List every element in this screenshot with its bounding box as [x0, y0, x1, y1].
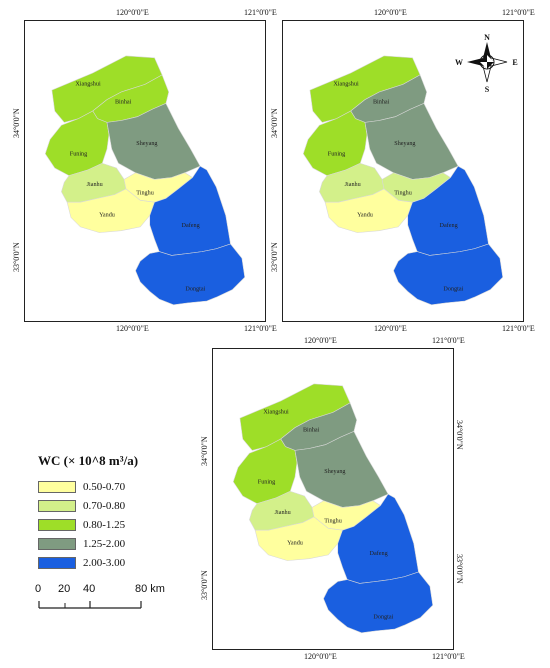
county-label-jianhu: Jianhu: [275, 510, 291, 516]
county-label-funing: Funing: [258, 480, 275, 486]
county-label-sheyang: Sheyang: [136, 141, 157, 147]
legend-swatch: [38, 538, 76, 550]
legend-swatch: [38, 500, 76, 512]
county-dongtai: [323, 571, 434, 634]
legend: WC (× 10^8 m³/a) 0.50-0.70 0.70-0.80 0.8…: [38, 453, 188, 574]
county-label-xiangshui: Xiangshui: [263, 409, 289, 415]
legend-swatch: [38, 519, 76, 531]
legend-title: WC (× 10^8 m³/a): [38, 453, 139, 468]
legend-label: 0.70-0.80: [83, 500, 126, 512]
legend-item: 0.80-1.25: [38, 517, 188, 533]
compass-letter-e: E: [512, 58, 517, 67]
county-label-binhai: Binhai: [303, 427, 320, 433]
legend-item: 0.50-0.70: [38, 479, 188, 495]
legend-item: 2.00-3.00: [38, 555, 188, 571]
scale-bar: 0 20 40 80 km: [35, 583, 198, 613]
lon-bottom-label: 120°0'0"E: [116, 324, 149, 333]
compass-rose-icon: N S E W: [455, 33, 518, 94]
county-label-tinghu: Tinghu: [324, 519, 342, 525]
county-funing: [302, 110, 368, 176]
map-2: Xiangshui Binhai Funing Sheyang Jianhu Tinghu…: [302, 55, 504, 306]
legend-label: 0.50-0.70: [83, 481, 126, 493]
county-dongtai: [135, 243, 246, 306]
legend-swatch: [38, 481, 76, 493]
county-funing: [44, 110, 110, 176]
legend-swatch: [38, 557, 76, 569]
county-label-xiangshui: Xiangshui: [75, 81, 101, 87]
legend-item: 0.70-0.80: [38, 498, 188, 514]
scale-label-0: 0: [35, 583, 42, 595]
county-label-dongtai: Dongtai: [443, 287, 463, 293]
scale-label-40: 40: [83, 583, 96, 595]
lon-bottom-label: 121°0'0"E: [244, 324, 277, 333]
county-label-funing: Funing: [70, 152, 87, 158]
county-label-dafeng: Dafeng: [440, 222, 458, 229]
county-label-sheyang: Sheyang: [394, 141, 415, 147]
county-dongtai: [393, 243, 504, 306]
lon-bottom-label: 121°0'0"E: [502, 324, 535, 333]
county-label-xiangshui: Xiangshui: [333, 81, 359, 87]
map-1: Xiangshui Binhai Funing Sheyang Jianhu Tinghu…: [44, 55, 246, 306]
lon-top-label: 121°0'0"E: [502, 8, 535, 17]
county-label-binhai: Binhai: [115, 99, 132, 105]
lon-top-label: 120°0'0"E: [116, 8, 149, 17]
county-label-jianhu: Jianhu: [345, 182, 361, 188]
legend-item: 1.25-2.00: [38, 536, 188, 552]
county-label-yandu: Yandu: [287, 540, 303, 546]
lon-top-label: 120°0'0"E: [374, 8, 407, 17]
county-label-jianhu: Jianhu: [87, 182, 103, 188]
county-label-tinghu: Tinghu: [394, 191, 412, 197]
lon-bottom-label: 121°0'0"E: [432, 652, 465, 661]
county-label-funing: Funing: [328, 152, 345, 158]
county-label-dafeng: Dafeng: [182, 222, 200, 229]
county-label-dafeng: Dafeng: [370, 550, 388, 557]
scale-label-20: 20: [58, 583, 71, 595]
county-label-binhai: Binhai: [373, 99, 390, 105]
legend-label: 2.00-3.00: [83, 557, 126, 569]
county-label-yandu: Yandu: [99, 212, 115, 218]
scale-label-80: 80 km: [135, 583, 165, 595]
scale-bar-line: [38, 601, 142, 609]
county-funing: [232, 438, 298, 504]
compass-letter-n: N: [484, 33, 490, 42]
county-label-tinghu: Tinghu: [136, 191, 154, 197]
map-3: Xiangshui Binhai Funing Sheyang Jianhu Tinghu…: [232, 383, 434, 634]
compass-letter-w: W: [455, 58, 463, 67]
legend-label: 0.80-1.25: [83, 519, 126, 531]
lon-top-label: 121°0'0"E: [432, 336, 465, 345]
legend-label: 1.25-2.00: [83, 538, 126, 550]
lon-top-label: 121°0'0"E: [244, 8, 277, 17]
lon-bottom-label: 120°0'0"E: [304, 652, 337, 661]
lon-bottom-label: 120°0'0"E: [374, 324, 407, 333]
county-label-sheyang: Sheyang: [324, 469, 345, 475]
county-label-dongtai: Dongtai: [185, 287, 205, 293]
lon-top-label: 120°0'0"E: [304, 336, 337, 345]
county-label-dongtai: Dongtai: [373, 615, 393, 621]
county-label-yandu: Yandu: [357, 212, 373, 218]
compass-letter-s: S: [485, 85, 490, 94]
